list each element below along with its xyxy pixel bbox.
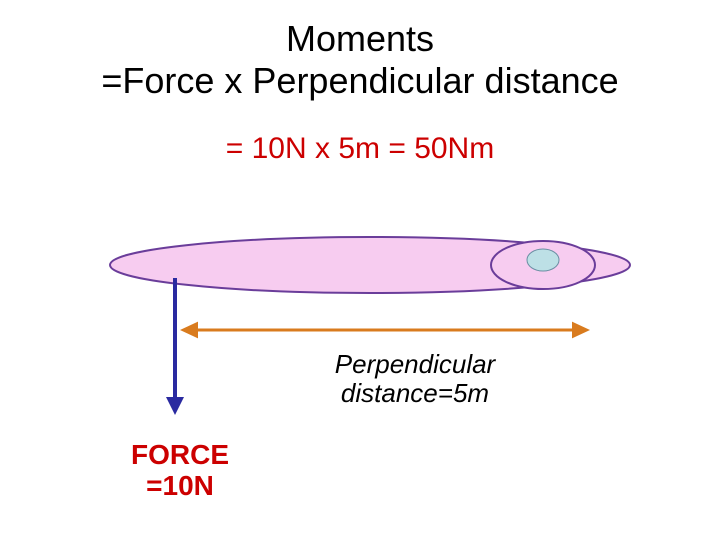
perpendicular-distance-label: Perpendicular distance=5m — [285, 350, 545, 407]
perp-label-line2: distance=5m — [285, 379, 545, 408]
pivot-inner — [527, 249, 559, 271]
force-label-line1: FORCE — [100, 440, 260, 471]
force-label-line2: =10N — [100, 471, 260, 502]
force-label: FORCE =10N — [100, 440, 260, 502]
force-arrow-head — [166, 397, 184, 415]
distance-arrow-head-right — [572, 322, 590, 339]
distance-arrow-head-left — [180, 322, 198, 339]
perp-label-line1: Perpendicular — [285, 350, 545, 379]
